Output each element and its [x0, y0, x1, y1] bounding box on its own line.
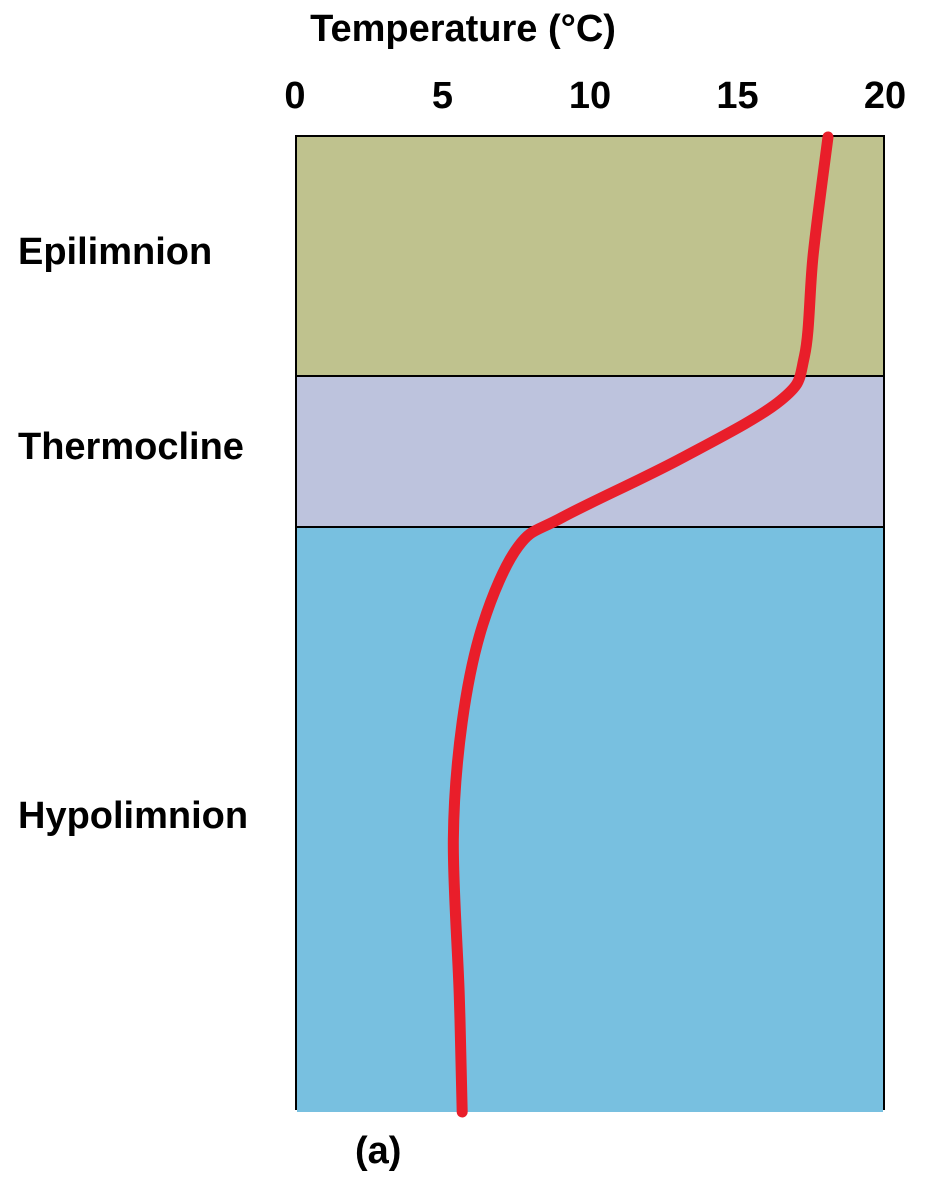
zone-label-thermocline: Thermocline	[18, 426, 244, 469]
x-axis-title: Temperature (°C)	[0, 8, 926, 51]
zone-label-epilimnion: Epilimnion	[18, 231, 212, 274]
temperature-curve-path	[453, 137, 828, 1112]
tick-label-1: 5	[432, 75, 453, 118]
temperature-curve	[297, 137, 887, 1112]
zone-label-hypolimnion: Hypolimnion	[18, 795, 248, 838]
subfigure-label: (a)	[355, 1130, 401, 1173]
chart-area	[295, 135, 885, 1110]
figure-container: Temperature (°C) 0 5 10 15 20 Epilimnion…	[0, 0, 926, 1200]
tick-label-4: 20	[864, 75, 906, 118]
tick-label-3: 15	[716, 75, 758, 118]
tick-label-2: 10	[569, 75, 611, 118]
tick-label-0: 0	[284, 75, 305, 118]
